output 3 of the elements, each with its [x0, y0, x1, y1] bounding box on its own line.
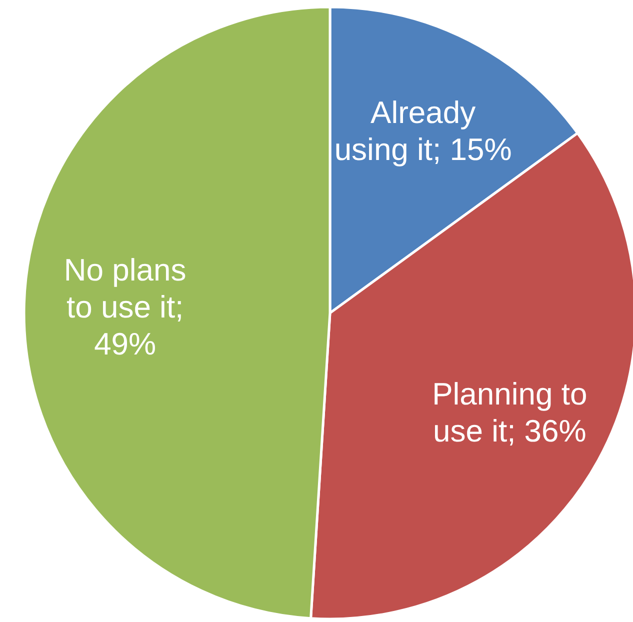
slice-label: Planning to use it; 36%	[432, 376, 588, 448]
slice-label: No plans to use it; 49%	[64, 252, 186, 362]
slice-label: Already using it; 15%	[334, 94, 512, 166]
